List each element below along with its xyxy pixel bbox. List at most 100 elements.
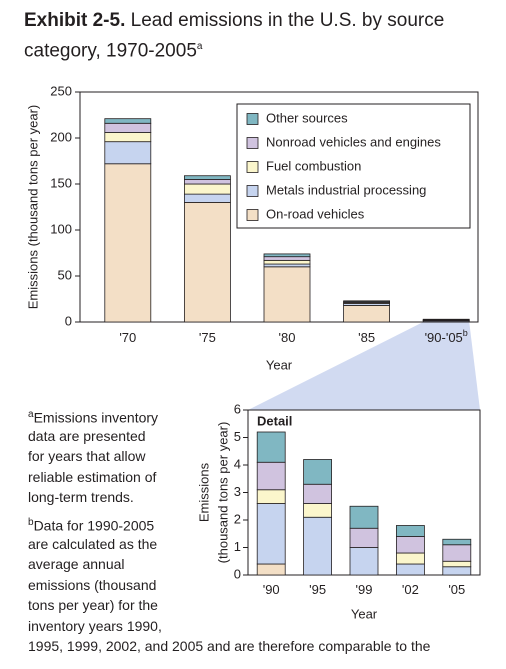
bar-segment: [442, 566, 472, 576]
bar-segment: [104, 118, 152, 124]
note-text: tons per year) for the: [28, 597, 158, 613]
title-prefix: Exhibit 2-5.: [24, 10, 126, 31]
note-text: average annual: [28, 556, 125, 572]
category-label: '90: [263, 582, 280, 597]
note-text: reliable estimation of: [28, 468, 157, 485]
y-tick-label: 250: [50, 83, 72, 98]
legend-label: Fuel combustion: [266, 158, 361, 173]
bar-segment: [349, 505, 379, 529]
bar-segment: [442, 560, 472, 568]
x-tick-label: '75: [199, 330, 216, 345]
category-marker: b: [463, 328, 468, 338]
legend-box: [236, 103, 471, 229]
y-tick-label: 150: [50, 175, 72, 190]
zoom-connector: [248, 322, 480, 410]
bar-segment: [442, 544, 472, 562]
note-text: inventory years 1990,: [28, 617, 162, 634]
bar-segment: [256, 489, 286, 504]
x-tick-label: '85: [358, 330, 375, 345]
bar-segment: [183, 193, 231, 203]
note-line: long-term trends.: [28, 487, 134, 508]
bar-segment: [303, 503, 333, 518]
bar-segment: [183, 183, 231, 195]
x-tick-label: '80: [279, 330, 296, 345]
y-tick-label: 200: [50, 129, 72, 144]
category-label: '99: [356, 582, 373, 597]
detail-title: Detail: [257, 413, 292, 428]
note-line: average annual: [28, 554, 125, 575]
category-label: '70: [119, 330, 136, 345]
bar-segment: [183, 201, 231, 323]
note-marker: a: [28, 409, 34, 420]
y-axis-label: Emissions: [196, 462, 211, 522]
bar-segment: [343, 305, 391, 323]
legend-label: Nonroad vehicles and engines: [266, 134, 441, 149]
y-tick-label: 2: [234, 511, 241, 526]
y-tick-label: 1: [234, 539, 241, 554]
bar-segment: [263, 256, 311, 261]
bar-segment: [422, 318, 470, 321]
x-tick-label: '02: [402, 582, 419, 597]
note-line: aEmissions inventory: [28, 405, 158, 428]
y-tick-label: 5: [234, 429, 241, 444]
category-label: '95: [309, 582, 326, 597]
bar-segment: [343, 300, 391, 303]
bar-segment: [256, 563, 286, 576]
title-text: Lead emissions in the U.S. by source cat…: [24, 10, 445, 62]
bar-segment: [256, 461, 286, 491]
category-label: '02: [402, 582, 419, 597]
y-tick-label: 6: [234, 401, 241, 416]
category-label: '90-'05: [425, 330, 463, 345]
note-line: data are presented: [28, 426, 146, 447]
bar-segment: [263, 266, 311, 323]
x-tick-label: '90: [263, 582, 280, 597]
note-text: data are presented: [28, 427, 146, 444]
x-tick-label: '95: [309, 582, 326, 597]
bar-segment: [395, 525, 425, 537]
legend-label: On-road vehicles: [266, 206, 365, 221]
note-line: for years that allow: [28, 446, 146, 467]
y-tick-label: 0: [234, 566, 241, 581]
x-tick-label: '90-'05b: [425, 328, 468, 345]
note-line: emissions (thousand: [28, 575, 156, 596]
title: Exhibit 2-5. Lead emissions in the U.S. …: [24, 8, 454, 64]
y-tick-label: 50: [58, 267, 72, 282]
x-tick-label: '99: [356, 582, 373, 597]
category-label: '75: [199, 330, 216, 345]
note-text: long-term trends.: [28, 489, 134, 505]
category-label: '85: [358, 330, 375, 345]
legend-swatch: [246, 113, 259, 125]
bar-segment: [395, 536, 425, 554]
title-marker: a: [196, 41, 203, 52]
bar-segment: [263, 253, 311, 258]
bar-segment: [263, 263, 311, 268]
bar-segment: [395, 563, 425, 576]
y-tick-label: 4: [234, 456, 241, 471]
note-line: bData for 1990-2005: [28, 513, 154, 536]
legend-swatch: [246, 209, 259, 221]
bar-segment: [256, 431, 286, 463]
bar-segment: [104, 122, 152, 133]
bar-segment: [183, 175, 231, 180]
bar-segment: [303, 483, 333, 504]
legend-swatch: [246, 137, 259, 149]
bar-segment: [104, 163, 152, 323]
bar-segment: [256, 503, 286, 565]
bar-segment: [303, 459, 333, 485]
bar-segment: [104, 141, 152, 165]
bar-segment: [183, 178, 231, 185]
y-tick-label: 0: [65, 313, 72, 328]
x-axis-label: Year: [351, 606, 378, 621]
legend-swatch: [246, 185, 259, 197]
bar-segment: [442, 538, 472, 546]
x-tick-label: '70: [119, 330, 136, 345]
bar-segment: [263, 259, 311, 265]
category-label: '05: [448, 582, 465, 597]
bar-segment: [349, 547, 379, 576]
y-axis-label: Emissions (thousand tons per year): [25, 105, 40, 309]
note-line: reliable estimation of: [28, 467, 156, 488]
note-text: emissions (thousand: [28, 576, 157, 593]
note-text: 1995, 1999, 2002, and 2005 and are there…: [28, 638, 431, 654]
bar-segment: [104, 132, 152, 143]
